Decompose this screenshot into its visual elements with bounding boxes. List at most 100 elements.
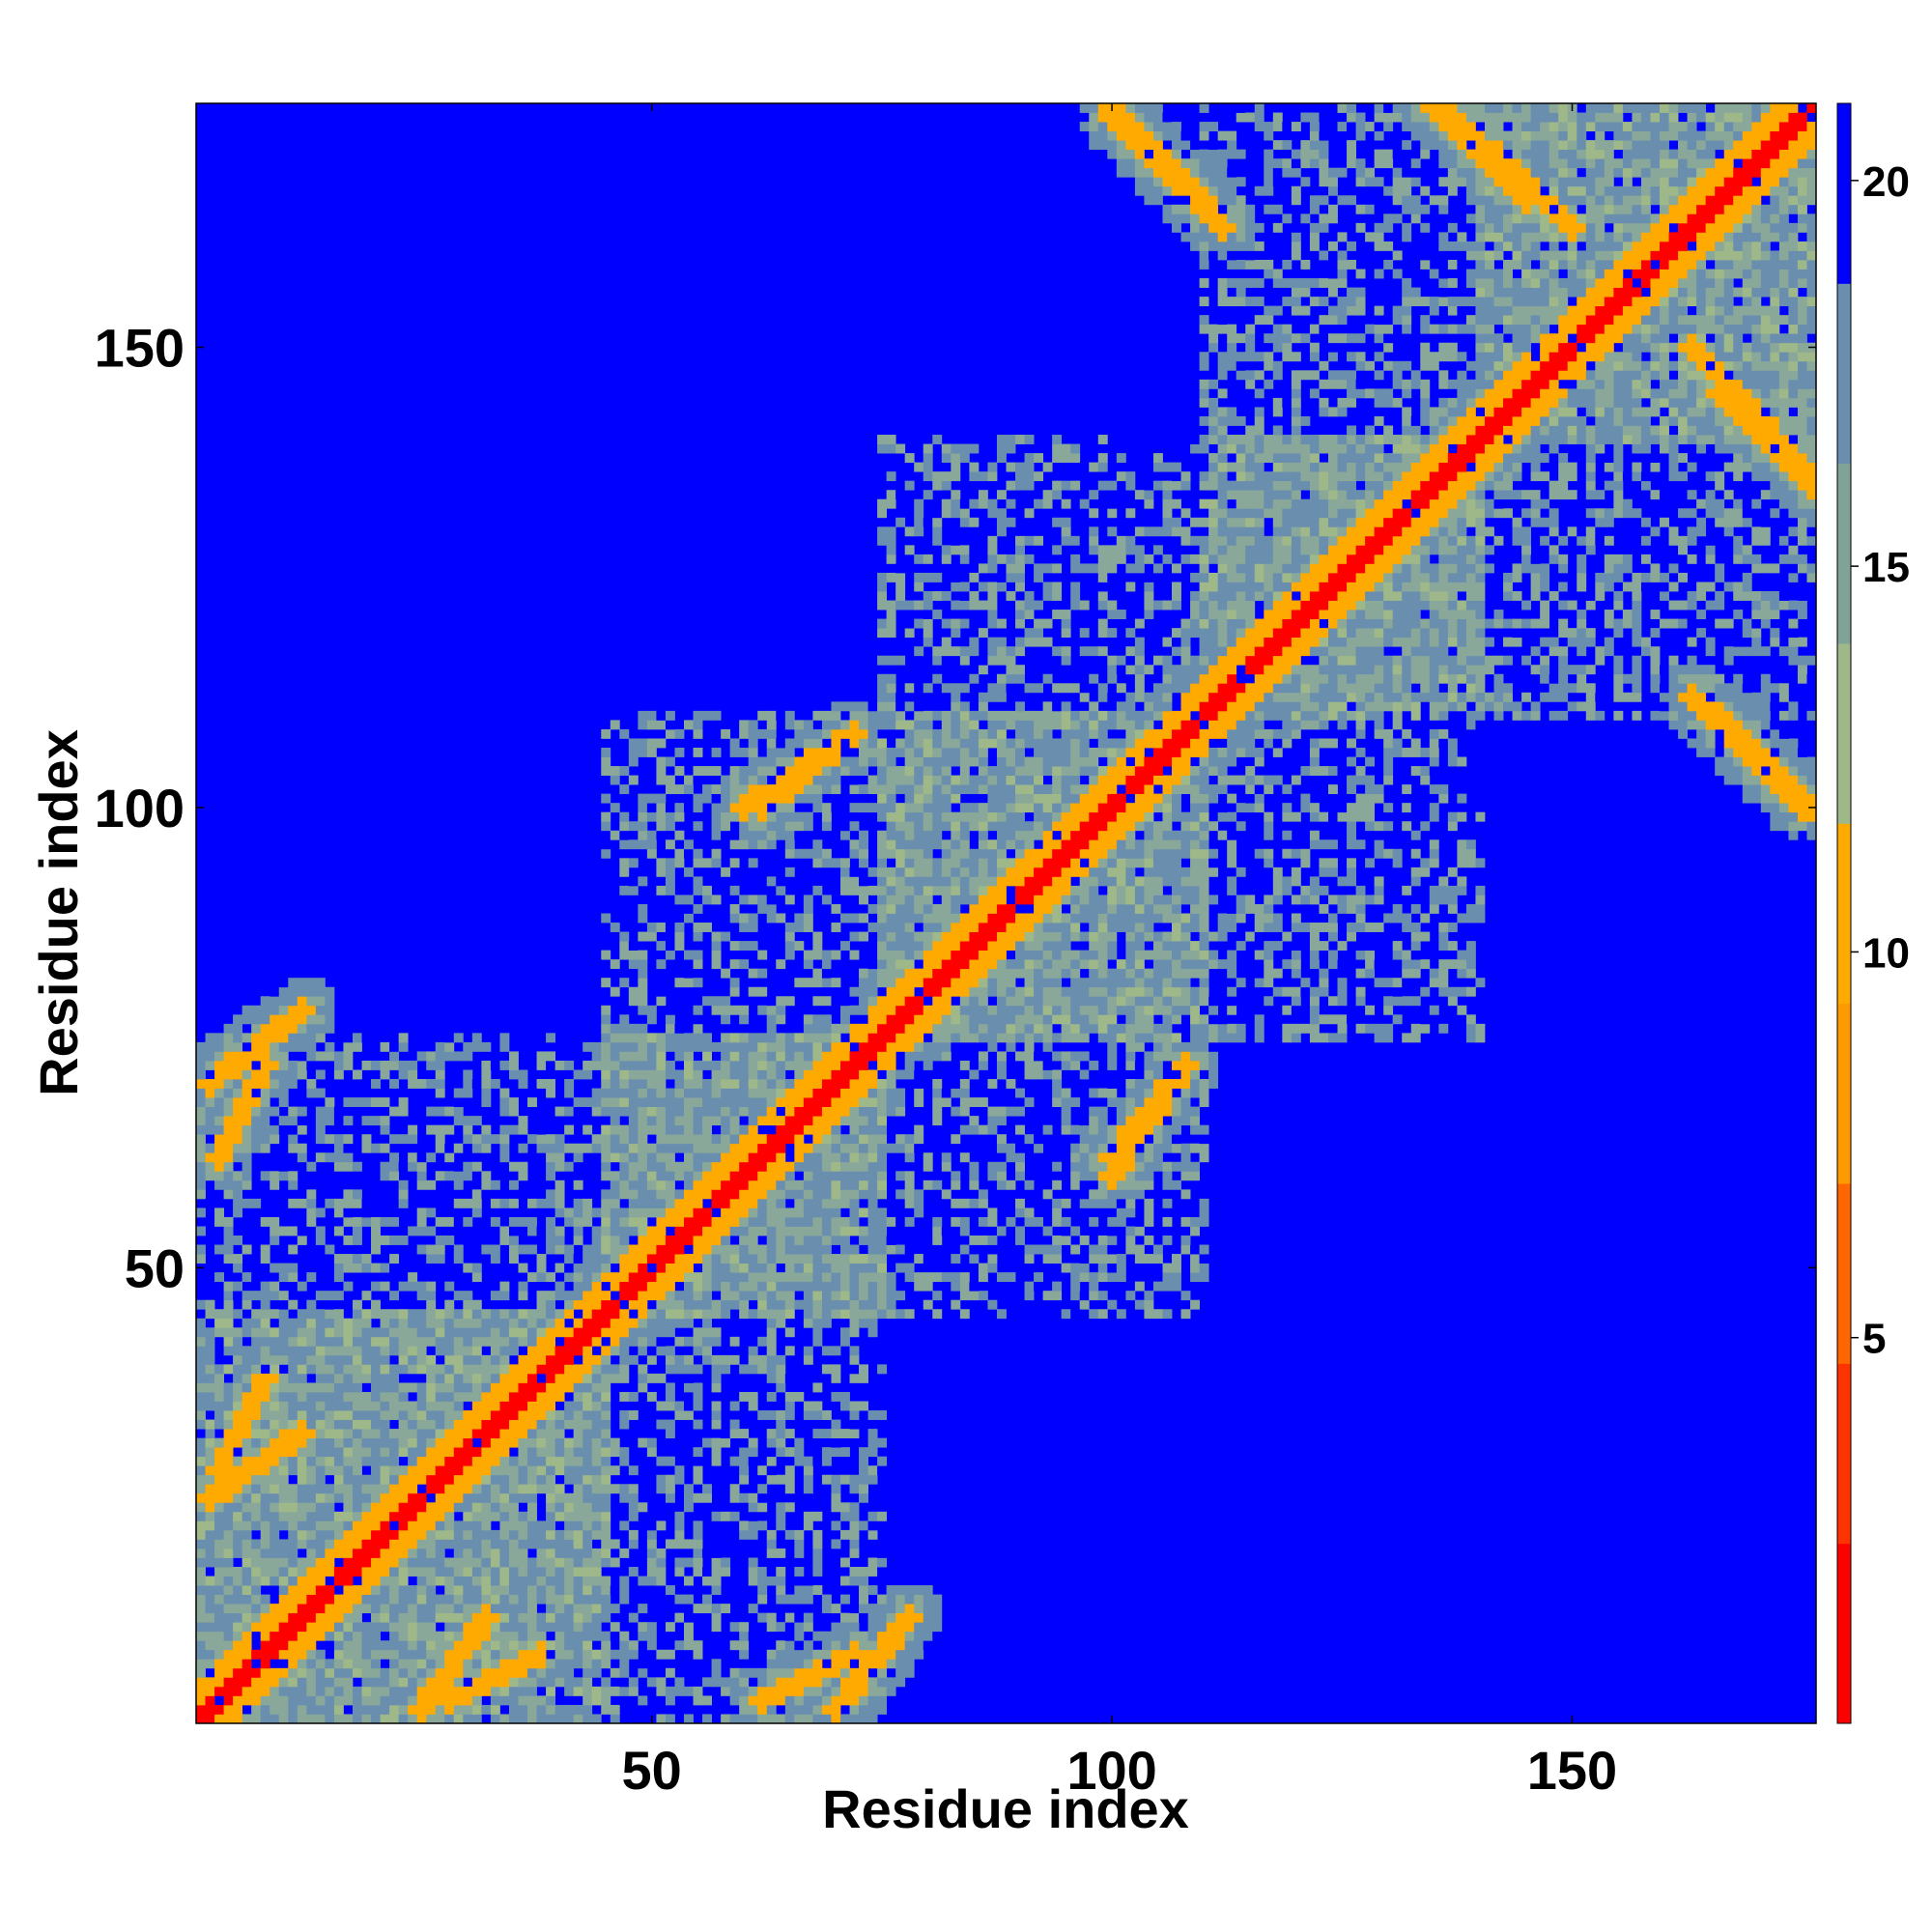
heatmap-cell	[564, 1382, 575, 1393]
heatmap-cell	[499, 1088, 510, 1098]
heatmap-cell	[278, 1041, 289, 1052]
heatmap-cell	[554, 1557, 565, 1568]
heatmap-cell	[831, 1447, 841, 1458]
heatmap-cell	[389, 1079, 400, 1089]
heatmap-cell	[582, 1447, 593, 1458]
heatmap-cell	[518, 1529, 528, 1540]
heatmap-cell	[757, 756, 768, 767]
heatmap-cell	[471, 1502, 482, 1513]
heatmap-cell	[270, 1060, 280, 1070]
heatmap-cell	[389, 1263, 400, 1273]
heatmap-cell	[251, 1346, 262, 1356]
heatmap-cell	[721, 775, 731, 785]
heatmap-cell	[582, 1041, 593, 1052]
heatmap-cell	[288, 1124, 298, 1135]
heatmap-cell	[297, 1677, 307, 1688]
heatmap-cell	[398, 1548, 409, 1558]
heatmap-cell	[601, 1079, 611, 1089]
heatmap-cell	[784, 811, 795, 822]
heatmap-cell	[260, 1704, 270, 1715]
heatmap-cell	[951, 1235, 961, 1245]
heatmap-cell	[721, 1604, 731, 1614]
heatmap-cell	[895, 1622, 906, 1633]
heatmap-cell	[453, 1604, 464, 1614]
heatmap-cell	[729, 1116, 740, 1126]
heatmap-cell	[803, 1309, 813, 1320]
heatmap-cell	[711, 1327, 722, 1338]
heatmap-cell	[739, 923, 750, 932]
heatmap-cell	[831, 1631, 841, 1641]
heatmap-cell	[343, 1474, 354, 1485]
heatmap-cell	[242, 1686, 252, 1696]
heatmap-cell	[389, 1474, 400, 1485]
heatmap-cell	[729, 1677, 740, 1688]
heatmap-cell	[1089, 1272, 1099, 1283]
heatmap-cell	[784, 1116, 795, 1126]
heatmap-cell	[444, 1318, 455, 1328]
heatmap-cell	[684, 839, 694, 850]
heatmap-cell	[757, 1677, 768, 1688]
heatmap-cell	[914, 1612, 924, 1623]
heatmap-cell	[288, 1492, 298, 1503]
heatmap-cell	[527, 1511, 537, 1521]
heatmap-cell	[748, 811, 758, 822]
heatmap-cell	[371, 1520, 381, 1531]
heatmap-cell	[499, 1640, 510, 1651]
heatmap-cell	[490, 1244, 500, 1255]
heatmap-cell	[315, 1116, 326, 1126]
heatmap-cell	[573, 1152, 583, 1163]
heatmap-cell	[518, 1667, 528, 1678]
heatmap-cell	[914, 1594, 924, 1605]
heatmap-cell	[260, 1548, 270, 1558]
heatmap-cell	[766, 1134, 777, 1145]
heatmap-cell	[205, 1198, 215, 1208]
heatmap-cell	[859, 1704, 868, 1715]
heatmap-cell	[702, 1033, 712, 1043]
heatmap-cell	[638, 710, 648, 721]
heatmap-cell	[297, 1465, 307, 1476]
heatmap-cell	[886, 1622, 896, 1633]
heatmap-cell	[784, 1346, 795, 1356]
heatmap-cell	[554, 1354, 565, 1365]
heatmap-cell	[546, 1216, 556, 1227]
heatmap-cell	[665, 1272, 675, 1283]
heatmap-cell	[739, 775, 750, 785]
heatmap-cell	[251, 1465, 262, 1476]
heatmap-cell	[812, 1309, 823, 1320]
heatmap-cell	[389, 1456, 400, 1466]
heatmap-cell	[757, 1612, 768, 1623]
heatmap-cell	[270, 1346, 280, 1356]
heatmap-cell	[306, 1604, 317, 1614]
heatmap-cell	[831, 1484, 841, 1494]
heatmap-cell	[1180, 1244, 1191, 1255]
heatmap-cell	[776, 1594, 786, 1605]
heatmap-cell	[416, 1291, 427, 1301]
heatmap-cell	[508, 1198, 519, 1208]
heatmap-cell	[886, 1604, 896, 1614]
heatmap-cell	[251, 1492, 262, 1503]
heatmap-cell	[849, 1649, 860, 1660]
heatmap-cell	[610, 1299, 620, 1310]
heatmap-cell	[444, 1281, 455, 1292]
heatmap-cell	[471, 1410, 482, 1420]
heatmap-cell	[656, 1346, 667, 1356]
heatmap-cell	[886, 1612, 896, 1623]
heatmap-cell	[444, 1484, 455, 1494]
heatmap-cell	[481, 1622, 492, 1633]
heatmap-cell	[223, 1041, 234, 1052]
heatmap-cell	[646, 1124, 657, 1135]
heatmap-cell	[739, 803, 750, 813]
heatmap-cell	[739, 1060, 750, 1070]
heatmap-cell	[408, 1382, 418, 1393]
heatmap-cell	[665, 1134, 675, 1145]
heatmap-cell	[656, 1051, 667, 1062]
heatmap-cell	[546, 1695, 556, 1706]
heatmap-cell	[784, 710, 795, 721]
heatmap-cell	[711, 1179, 722, 1190]
heatmap-cell	[711, 1106, 722, 1117]
heatmap-cell	[499, 1419, 510, 1430]
heatmap-cell	[260, 1318, 270, 1328]
heatmap-cell	[839, 1677, 850, 1688]
heatmap-cell	[794, 1576, 805, 1586]
